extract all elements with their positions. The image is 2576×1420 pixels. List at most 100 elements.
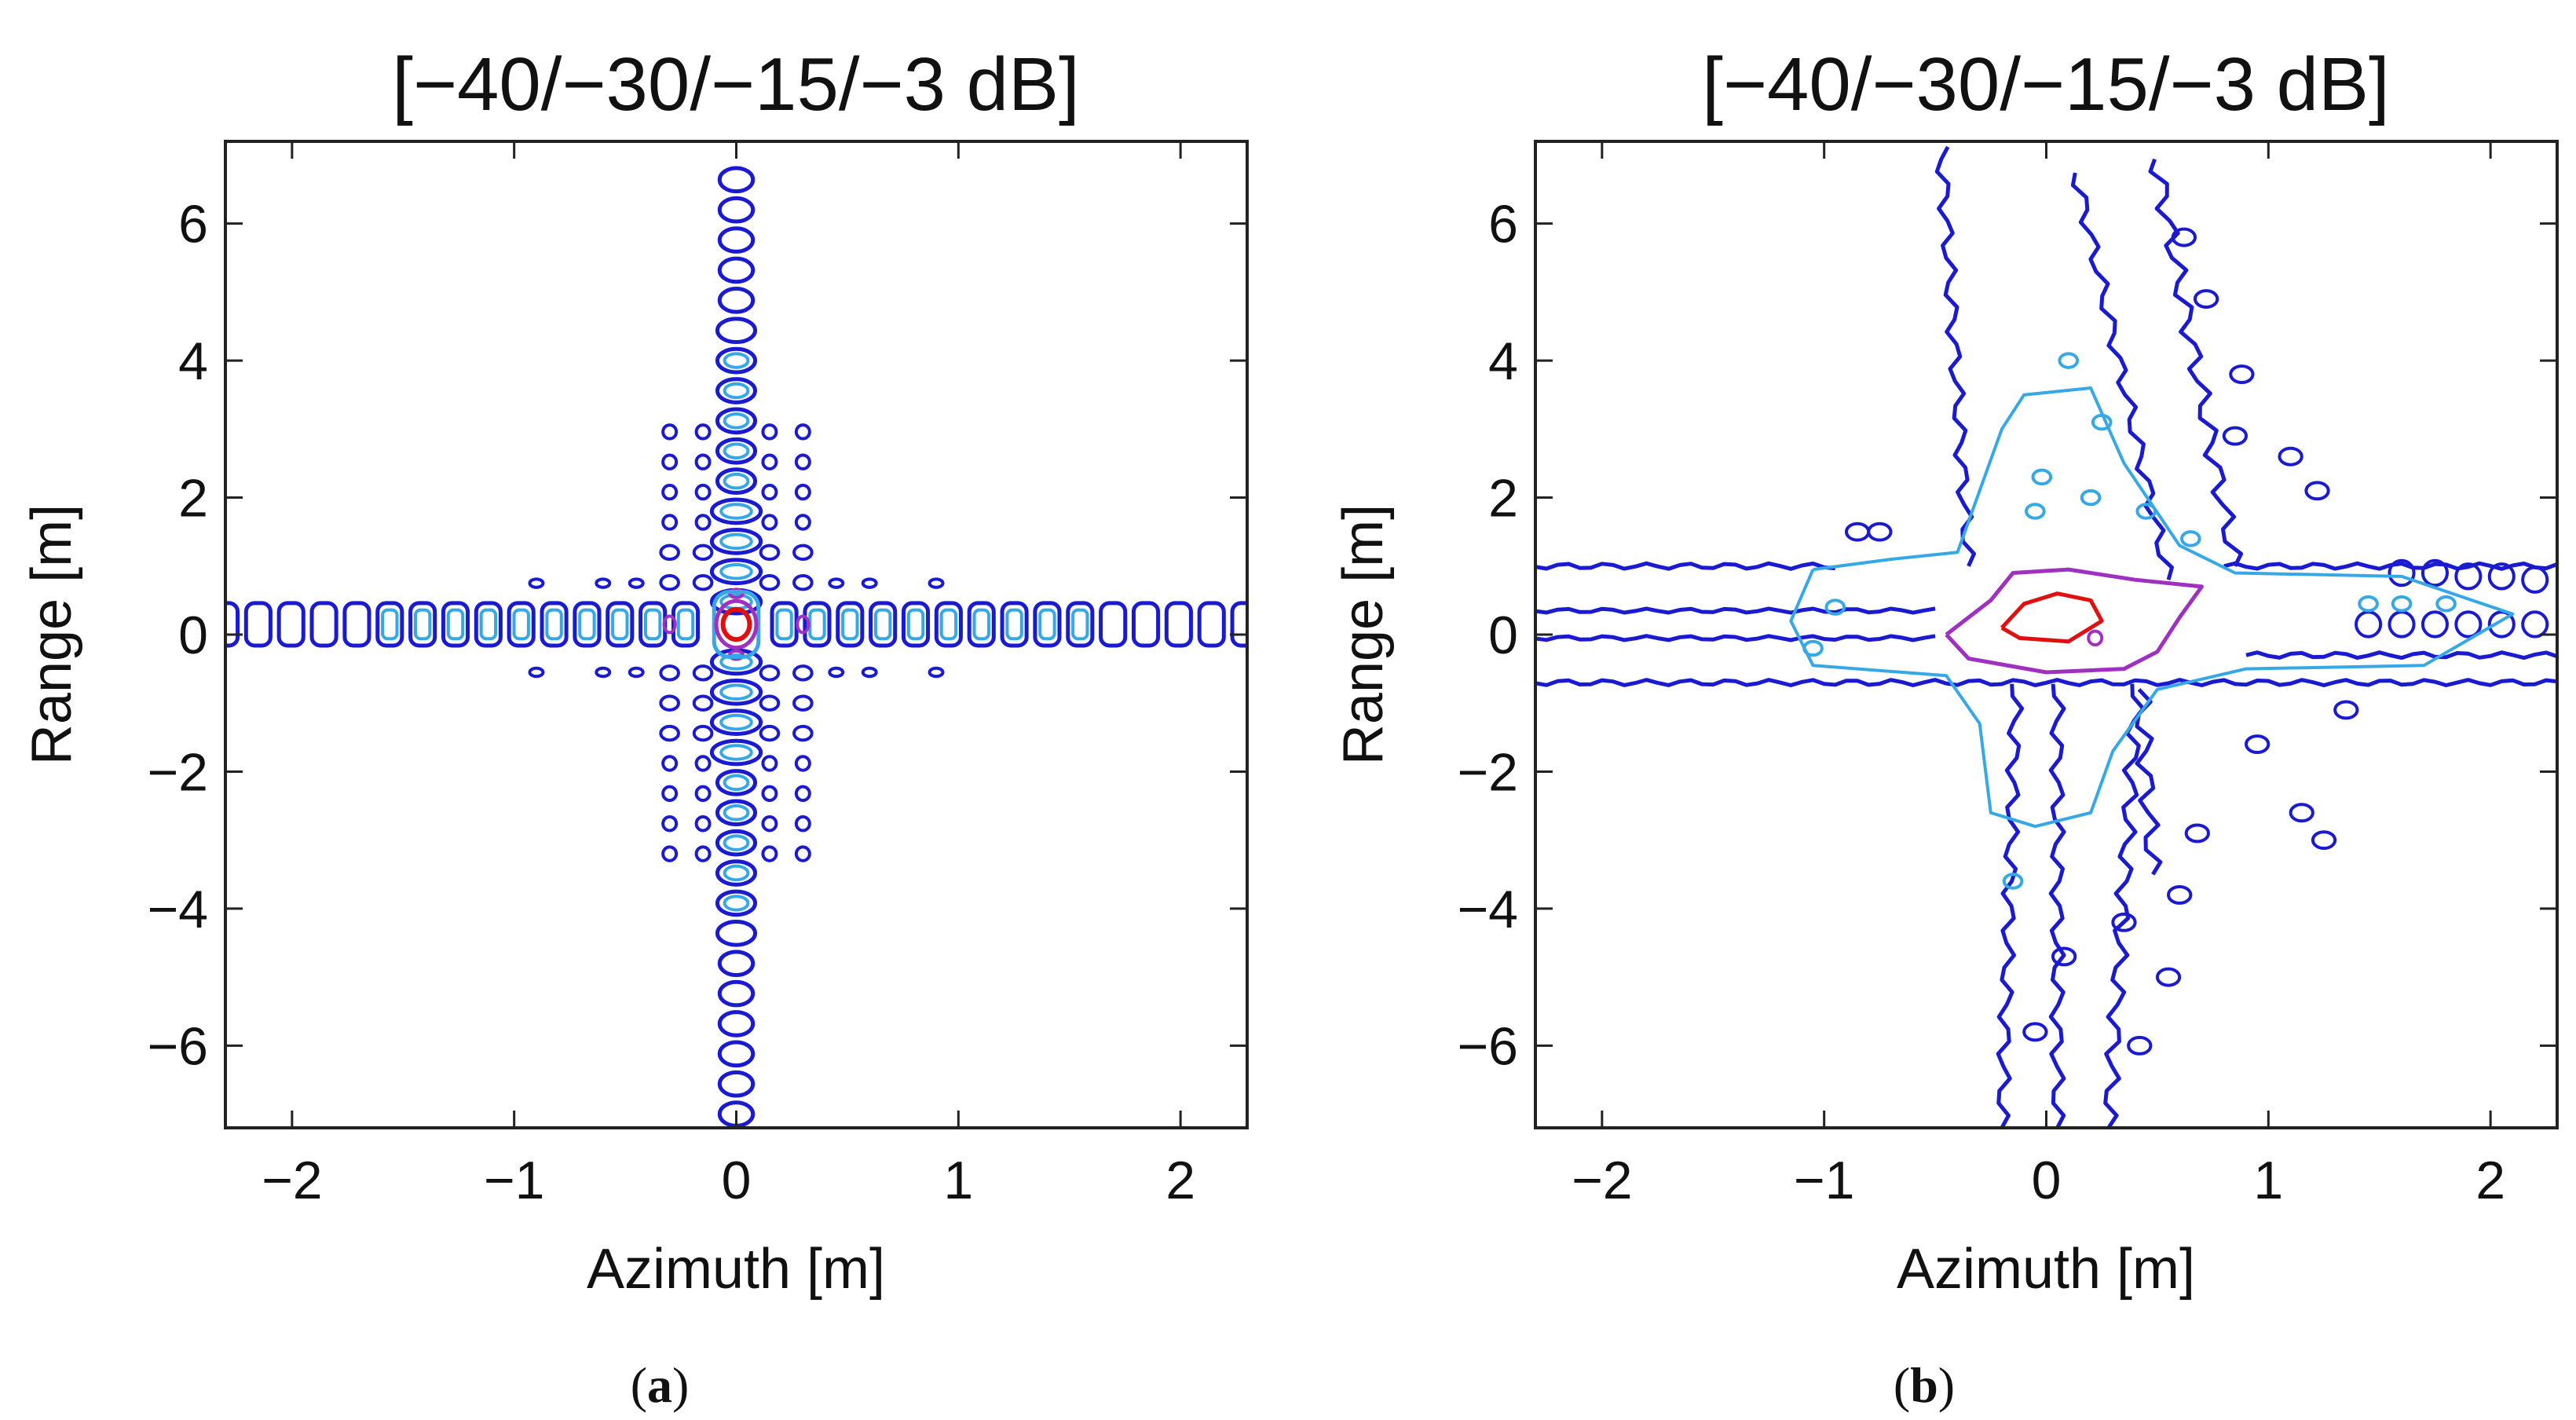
contour-3db-mainlobe [720,606,752,642]
contour-40db-cross-lobe [792,694,814,712]
contour-40db-cross-lobe [694,483,712,501]
contour-40db-lobe [2304,481,2330,501]
contour-40db-cross-lobe [694,453,712,470]
contour-40db-cross-lobe [761,514,778,531]
contour-40db-azimuth-lobe [836,601,865,648]
contour-40db-cross-lobe [694,755,712,772]
contour-40db-lobe [2521,565,2549,594]
contour-40db-azimuth-lobe [573,601,602,648]
contour-40db-lobe [2022,1022,2048,1042]
contour-30db-range-lobe [723,442,750,459]
contour-40db-cross-lobe [661,755,679,772]
contour-30db-lobe [2002,873,2024,890]
contour-40db-lobe [2245,734,2270,755]
contour-40db-range-band [2135,688,2163,876]
contour-40db-range-band [1934,145,1976,567]
contour-40db-cross-lobe [692,724,714,742]
panel-b-ytick-label: 6 [1488,195,1518,254]
contour-40db-azimuth-lobe [276,601,306,648]
contour-40db-cross-lobe [794,845,811,862]
panel-b-caption-letter: b [1910,1357,1938,1413]
contour-40db-lobe [2171,227,2197,247]
contour-40db-lobe [2193,289,2219,309]
contour-40db-cross-lobe [694,514,712,531]
contour-40db-cross-lobe [692,694,714,712]
contour-40db-range-lobe [715,377,758,404]
contour-15db-sidelobe [796,614,810,635]
contour-30db-range-lobe [723,352,750,369]
contour-30db-azimuth-lobe [841,608,859,641]
panel-a-caption: (a) [631,1357,690,1413]
contour-40db-azimuth-lobe [342,601,371,648]
contour-40db-azimuth-band [2223,561,2557,571]
contour-40db-cross-lobe [794,423,811,441]
contour-40db-azimuth-lobe [967,601,996,648]
contour-15db-lobe [2087,629,2104,647]
panel-b-title: [−40/−30/−15/−3 dB] [1702,42,2389,126]
contour-40db-cross-lobe [659,543,680,562]
contour-40db-lobe [2355,610,2383,639]
panel-a-caption-letter: a [647,1357,672,1413]
panel-a-xtick-label: 2 [1165,1151,1195,1210]
panel-a-ytick-label: 2 [178,469,208,529]
contour-40db-lobe [2222,426,2249,446]
panel-a-ytick-label: −4 [147,880,208,939]
contour-30db-lobe [2135,503,2157,520]
contour-15db-region [1945,567,2204,675]
panel-a-xtick-label: −1 [484,1151,545,1210]
contour-40db-lobe [1867,522,1893,542]
contour-40db-lobe [2289,803,2314,823]
contour-40db-cross-lobe [661,785,679,803]
contour-30db-lobe [2358,595,2379,613]
contour-40db-cross-lobe [628,577,645,589]
contour-40db-azimuth-lobe [1033,601,1062,648]
contour-40db-range-lobe [717,950,756,977]
contour-40db-cross-lobe [792,573,814,591]
panel-b-ytick-label: 4 [1488,331,1518,391]
panel-b-ytick-label: 2 [1488,469,1518,529]
contour-40db-cross-lobe [692,543,714,562]
contour-40db-cross-lobe [928,577,945,589]
contour-40db-cross-lobe [661,453,679,470]
contour-40db-cross-lobe [759,664,781,682]
panel-a-xlabel: Azimuth [m] [587,1238,885,1301]
contour-40db-azimuth-lobe [375,601,404,648]
contour-40db-lobe [2454,562,2483,591]
contour-40db-cross-lobe [792,664,814,682]
panel-b-xtick-label: 2 [2475,1151,2505,1210]
contour-40db-cross-lobe [928,666,945,679]
panel-a-ytick-label: 6 [178,195,208,254]
contour-40db-azimuth-lobe [934,601,963,648]
panel-a-ytick-label: −2 [147,742,208,802]
contour-40db-azimuth-lobe [1131,601,1161,648]
contour-30db-azimuth-lobe [512,608,530,641]
contour-30db-lobe [2435,595,2457,613]
contour-40db-range-lobe [717,287,756,314]
contour-30db-lobe [2058,352,2080,369]
panel-b-xtick-label: 1 [2253,1151,2283,1210]
contour-40db-lobe [2420,610,2450,639]
contour-40db-azimuth-lobe [606,601,635,648]
contour-40db-azimuth-lobe [1197,601,1226,648]
contour-40db-range-lobe [715,437,758,465]
contour-40db-lobe [2487,610,2516,639]
contour-30db-range-lobe [719,503,753,520]
contour-30db-azimuth-lobe [479,608,498,641]
contour-30db-azimuth-lobe [939,608,958,641]
contour-40db-cross-lobe [694,815,712,833]
contour-40db-cross-lobe [828,577,845,589]
contour-40db-lobe [2521,610,2549,639]
contour-40db-lobe [2111,912,2137,932]
contour-40db-lobe [2487,562,2516,591]
contour-40db-range-lobe [717,196,756,224]
contour-40db-range-lobe [715,919,758,947]
contour-40db-azimuth-lobe [901,601,931,648]
contour-40db-cross-lobe [759,543,781,562]
contour-40db-cross-lobe [761,785,778,803]
contour-40db-cross-lobe [792,543,814,562]
contour-40db-cross-lobe [759,573,781,591]
contour-40db-range-lobe [709,678,763,706]
contour-30db-region [1789,386,2515,829]
contour-40db-cross-lobe [659,573,680,591]
